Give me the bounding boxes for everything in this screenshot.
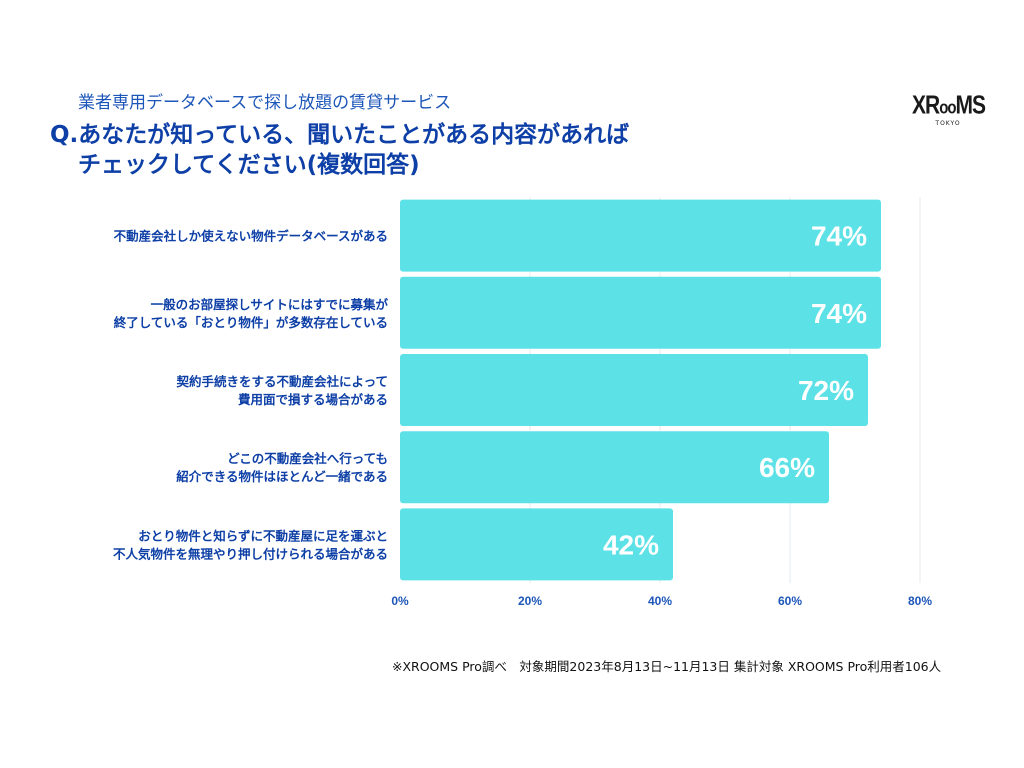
question-line-2: チェックしてください(複数回答)	[78, 152, 420, 178]
question-title: Q.あなたが知っている、聞いたことがある内容があれば チェックしてください(複数…	[50, 120, 629, 180]
bar	[400, 508, 673, 581]
logo-city: TOKYO	[935, 120, 961, 127]
category-label: 契約手続きをする不動産会社によって	[175, 374, 388, 389]
data-label: 42%	[603, 529, 659, 560]
xrooms-logo: XRooMS TOKYO	[912, 91, 986, 127]
category-label: 一般のお部屋探しサイトにはすでに募集が	[151, 297, 389, 312]
x-tick-label: 20%	[518, 594, 542, 608]
category-label: 紹介できる物件はほとんど一緒である	[176, 469, 388, 484]
x-tick-label: 0%	[391, 594, 409, 608]
category-label: 終了している「おとり物件」が多数存在している	[114, 315, 388, 330]
category-label: どこの不動産会社へ行っても	[227, 451, 388, 466]
data-label: 74%	[811, 298, 867, 329]
category-label: おとり物件と知らずに不動産屋に足を運ぶと	[138, 528, 388, 543]
data-label: 72%	[798, 375, 854, 406]
category-label: 不動産会社しか使えない物件データベースがある	[114, 229, 388, 244]
bar	[400, 431, 829, 504]
bar	[400, 354, 868, 426]
bar	[400, 276, 881, 349]
category-label: 費用面で損する場合がある	[238, 392, 388, 407]
x-tick-label: 40%	[648, 594, 672, 608]
footnote: ※XROOMS Pro調べ 対象期間2023年8月13日~11月13日 集計対象…	[392, 659, 942, 674]
x-tick-label: 60%	[778, 594, 802, 608]
logo-wordmark: XRooMS	[912, 91, 986, 120]
data-label: 74%	[811, 221, 867, 252]
x-tick-label: 80%	[908, 594, 932, 608]
question-line-1: Q.あなたが知っている、聞いたことがある内容があれば	[50, 122, 630, 148]
bar	[400, 199, 881, 272]
category-label: 不人気物件を無理やり押し付けられる場合がある	[113, 546, 388, 561]
data-label: 66%	[759, 452, 815, 483]
chart-subtitle: 業者専用データベースで探し放題の賃貸サービス	[78, 93, 452, 113]
